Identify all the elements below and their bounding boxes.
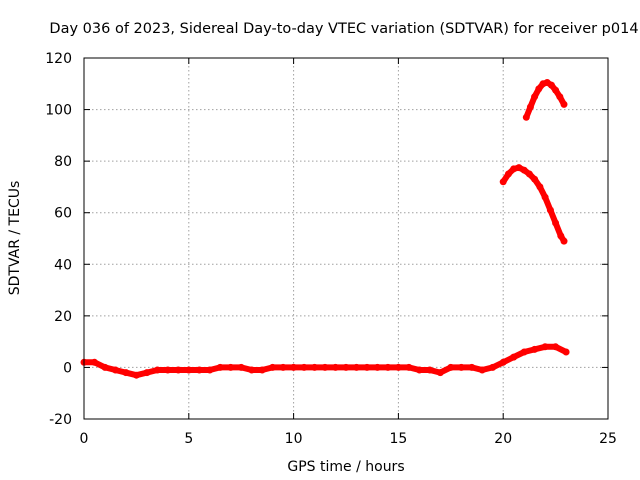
- data-point: [436, 369, 444, 377]
- x-tick-label: 10: [285, 431, 303, 447]
- data-point: [556, 93, 564, 101]
- data-point: [536, 183, 544, 191]
- data-point: [91, 358, 98, 366]
- data-point: [520, 348, 528, 356]
- data-point: [321, 363, 329, 371]
- data-point: [520, 166, 528, 174]
- y-tick-label: 100: [45, 103, 72, 119]
- data-point: [122, 369, 130, 377]
- data-point: [248, 366, 256, 374]
- data-point: [363, 363, 371, 371]
- data-point: [510, 353, 518, 361]
- data-point: [426, 366, 434, 374]
- data-point: [206, 366, 214, 374]
- data-point: [535, 85, 543, 93]
- data-point: [547, 81, 555, 89]
- data-point: [531, 93, 539, 101]
- data-point: [541, 343, 549, 351]
- data-point: [531, 345, 539, 353]
- data-point: [216, 363, 224, 371]
- data-point: [300, 363, 308, 371]
- plot-frame: [83, 57, 609, 420]
- data-point: [447, 363, 455, 371]
- data-point: [269, 363, 277, 371]
- series-arc-1: [499, 164, 568, 245]
- data-point: [290, 363, 298, 371]
- data-point: [258, 366, 266, 374]
- x-tick-label: 15: [389, 431, 407, 447]
- data-point: [499, 358, 507, 366]
- data-point: [237, 363, 245, 371]
- data-point: [489, 363, 497, 371]
- y-tick-label: 80: [54, 154, 72, 170]
- data-point: [415, 366, 423, 374]
- data-point: [132, 371, 140, 379]
- data-point: [560, 100, 568, 108]
- x-tick-label: 20: [494, 431, 512, 447]
- data-point: [525, 170, 533, 178]
- data-point: [478, 366, 486, 374]
- data-point: [153, 366, 161, 374]
- x-tick-label: 25: [599, 431, 617, 447]
- y-tick-label: 20: [54, 309, 72, 325]
- y-axis-label: SDTVAR / TECUs: [7, 181, 23, 296]
- data-point: [522, 113, 530, 121]
- data-point: [557, 232, 565, 240]
- axis-ticks: 0 5 10 15 20 25 -20 0 20 40 60 80 100 120: [45, 51, 617, 447]
- y-tick-label: -20: [49, 412, 72, 428]
- data-point: [468, 363, 476, 371]
- data-point: [353, 363, 360, 371]
- data-point: [504, 170, 512, 178]
- data-point: [164, 366, 172, 374]
- data-point: [562, 348, 570, 356]
- data-point: [457, 363, 465, 371]
- data-point: [174, 366, 182, 374]
- data-point: [560, 237, 568, 245]
- y-tick-label: 60: [54, 206, 72, 222]
- x-tick-label: 5: [184, 431, 193, 447]
- y-tick-label: 120: [45, 51, 72, 67]
- data-point: [499, 178, 507, 186]
- data-point: [394, 363, 402, 371]
- data-point: [101, 363, 109, 371]
- data-point: [342, 363, 350, 371]
- data-point: [384, 363, 392, 371]
- x-tick-label: 0: [80, 431, 89, 447]
- chart-title: Day 036 of 2023, Sidereal Day-to-day VTE…: [49, 21, 638, 37]
- data-point: [185, 366, 193, 374]
- data-point: [515, 164, 523, 172]
- data-point: [279, 363, 287, 371]
- data-point: [332, 363, 339, 371]
- data-point: [541, 193, 549, 201]
- y-tick-label: 0: [63, 360, 72, 376]
- x-axis-label: GPS time / hours: [287, 459, 404, 475]
- data-point: [546, 206, 554, 214]
- y-tick-label: 40: [54, 257, 72, 273]
- data-point: [531, 175, 539, 183]
- data-point: [111, 366, 119, 374]
- data-point: [195, 366, 203, 374]
- data-point: [552, 343, 560, 351]
- data-point: [227, 363, 235, 371]
- series-layer: [80, 79, 570, 379]
- data-point: [311, 363, 319, 371]
- data-point: [552, 219, 560, 227]
- data-point: [526, 103, 534, 111]
- data-point: [552, 86, 560, 94]
- data-point: [405, 363, 413, 371]
- series-baseline: [80, 343, 570, 379]
- grid-lines: [84, 58, 608, 419]
- data-point: [143, 369, 151, 377]
- series-arc-2: [522, 79, 568, 121]
- data-point: [373, 363, 381, 371]
